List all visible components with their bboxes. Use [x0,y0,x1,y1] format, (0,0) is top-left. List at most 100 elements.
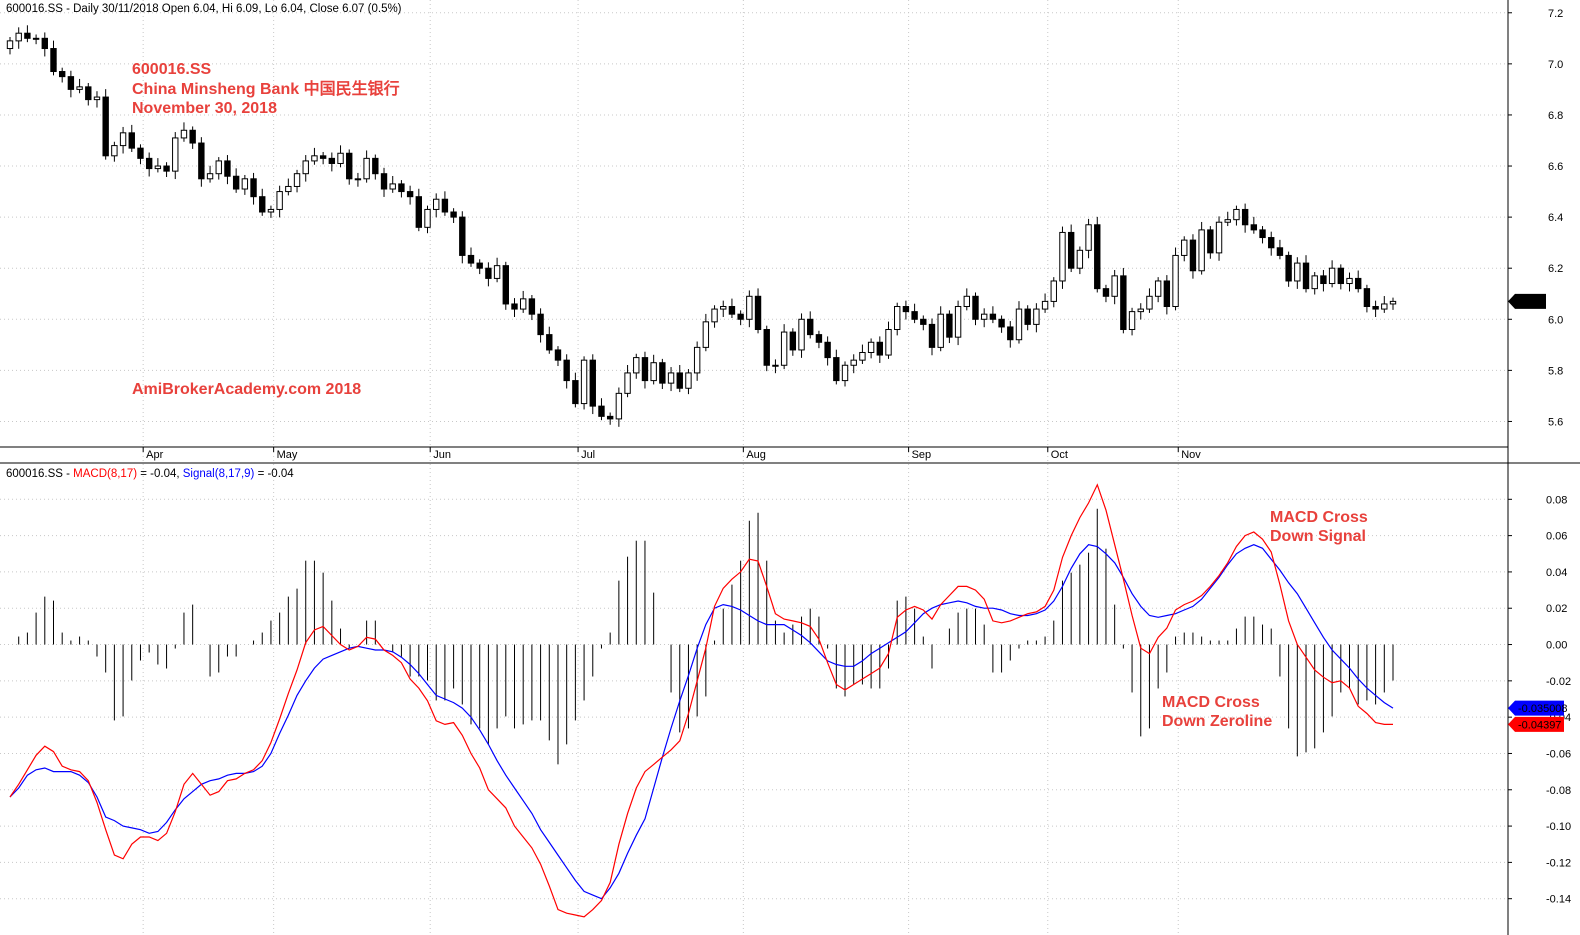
macd-tick-label: 0.02 [1546,603,1567,615]
candle-body [1346,277,1353,285]
candle-body [1355,277,1362,290]
candle-body [633,357,640,374]
signal-line [9,544,1394,900]
macd-tick-label: -0.12 [1546,857,1571,869]
candle-body [372,157,379,175]
macd-panel-header: 600016.SS - MACD(8,17) = -0.04, Signal(8… [6,468,294,480]
price-tick-label: 7.0 [1548,59,1563,71]
price-tick-label: 5.8 [1548,365,1563,377]
company-annotation: China Minsheng Bank 中国民生银行 [132,79,400,98]
candle-body [119,132,127,147]
candle-body [1224,219,1231,223]
candle-body [1120,275,1127,331]
candle-body [920,318,927,325]
candle-body [276,191,283,210]
candle-body [398,183,405,193]
macd-value-tag: -0.04397 [1518,719,1561,731]
candle-body [232,175,240,190]
candle-body [328,157,336,164]
macd-tick-label: -0.08 [1546,785,1571,797]
macd-cross-zero-line2: Down Zeroline [1162,713,1272,730]
candle-body [833,357,840,382]
price-tick-label: 7.2 [1548,8,1563,20]
candle-body [389,183,396,190]
price-tick-label: 6.4 [1548,212,1563,224]
macd-tick-label: 0.04 [1546,567,1567,579]
price-tick-label: 6.0 [1548,314,1563,326]
candle-body [1241,208,1249,226]
macd-tick-label: 0.00 [1546,640,1567,652]
candle-body [798,318,805,351]
macd-tick-label: -0.02 [1546,676,1571,688]
candle-body [285,185,292,193]
month-tick-label: Apr [146,449,163,461]
price-tick-label: 6.8 [1548,110,1563,122]
candle-body [537,313,544,336]
last-price-tag-bg [1508,293,1546,309]
macd-tick-label: -0.14 [1546,894,1571,906]
candle-body [659,362,666,384]
candle-body [894,306,901,331]
candle-body [737,313,744,320]
candle-body [1033,308,1040,325]
candle-body [1076,249,1084,269]
candle-body [32,37,40,40]
price-panel-header: 600016.SS - Daily 30/11/2018 Open 6.04, … [6,3,402,15]
candle-body [554,349,562,361]
candle-body [1259,229,1266,239]
candle-body [998,318,1005,328]
candle-body [807,318,814,336]
candle-body [528,298,536,315]
candle-body [1085,224,1092,251]
ticker-annotation: 600016.SS [132,61,212,78]
macd-line [9,483,1393,918]
candle-body [128,132,135,149]
candle-body [145,157,153,170]
candle-body [1363,288,1371,308]
candle-body [1181,239,1188,256]
candle-body [485,267,492,279]
candle-body [1372,306,1379,310]
price-tick-label: 6.6 [1548,161,1563,173]
candle-body [824,341,831,359]
candle-body [789,331,797,351]
candle-body [1311,275,1318,290]
candle-body [511,303,518,310]
candle-body [1137,308,1144,313]
candle-body [954,306,962,338]
candle-body [85,86,92,101]
candle-body [259,196,266,213]
candle-body [111,145,118,157]
candle-body [815,334,823,343]
candle-body [676,372,683,389]
candle-body [172,137,179,172]
candle-body [293,173,301,187]
candle-body [1389,300,1397,305]
candle-body [102,96,109,157]
candle-body [1250,224,1258,231]
candle-body [1268,237,1275,249]
month-tick-label: Nov [1181,449,1201,461]
candle-body [189,129,196,144]
candle-body [1059,231,1066,282]
candle-body [563,359,570,382]
candle-body [580,359,588,405]
candle-body [885,329,892,356]
candle-body [519,298,527,310]
candle-body [746,295,753,320]
candle-body [606,415,614,420]
watermark-annotation: AmiBrokerAcademy.com 2018 [132,381,361,398]
price-tick-label: 6.2 [1548,263,1563,275]
candle-body [163,165,170,172]
candle-body [946,313,953,338]
candle-body [1128,311,1136,331]
candle-body [1285,254,1292,282]
candle-body [154,165,162,170]
candle-body [1041,300,1049,310]
candle-body [424,208,431,228]
date-annotation: November 30, 2018 [132,100,277,117]
candle-body [41,37,48,50]
candle-body [363,157,370,180]
candle-body [1067,231,1075,269]
month-tick-label: Sep [912,449,932,461]
